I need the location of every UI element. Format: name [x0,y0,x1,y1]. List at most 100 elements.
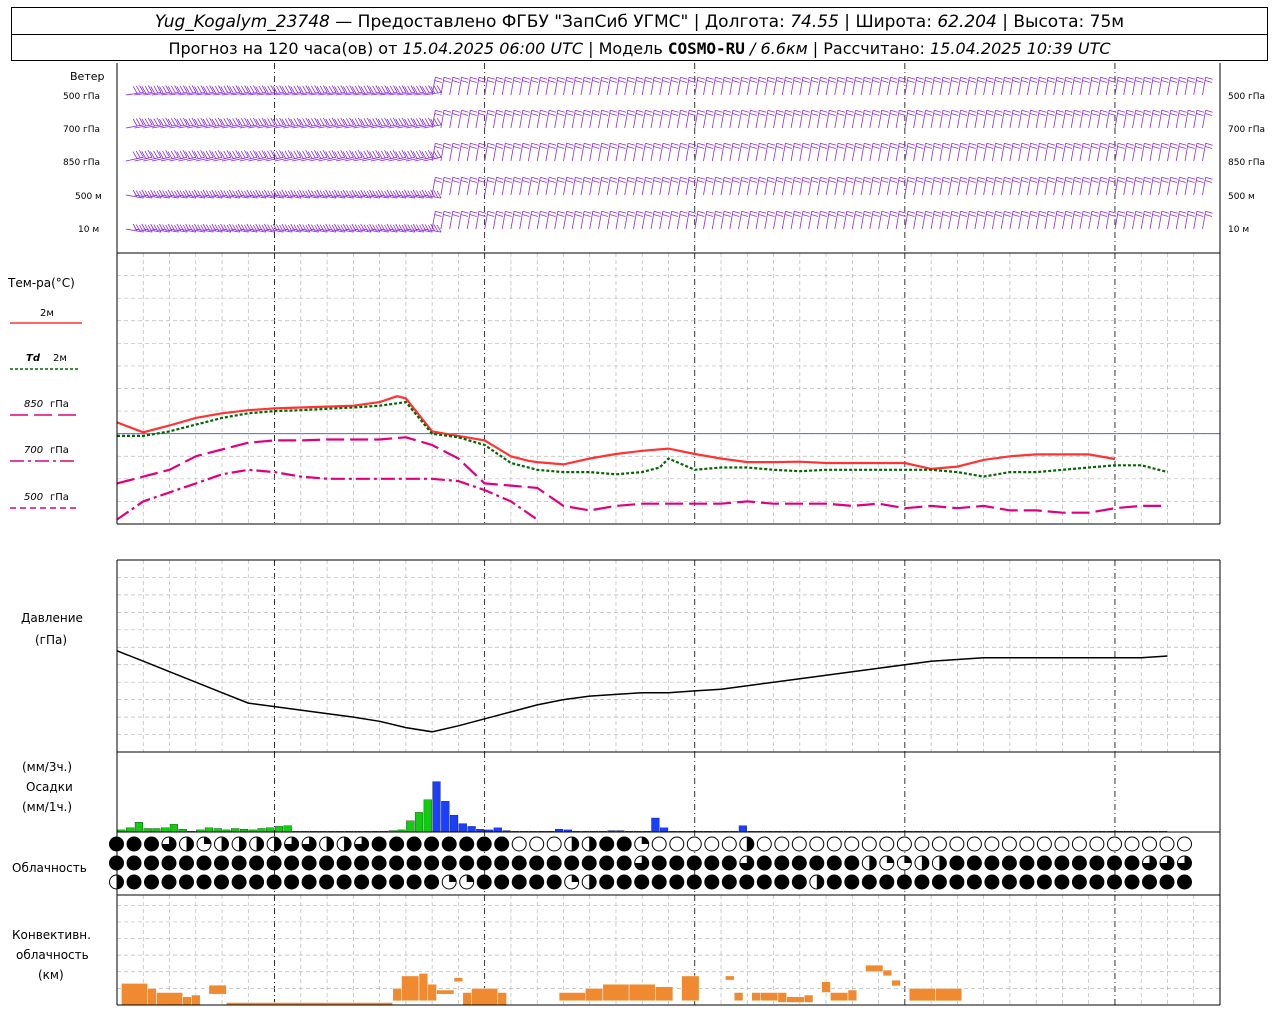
wind-barb [851,176,863,196]
cloud-fill-partial [634,856,649,871]
wind-barb [405,223,424,233]
wind-barb [563,109,574,129]
legend-500-unit: гПа [50,492,69,503]
cloud-fill [774,875,789,889]
wind-barb [1175,176,1187,196]
pressure-unit: (гПа) [35,633,67,647]
wind-barb [799,142,811,162]
wind-barb [983,109,994,129]
wind-barb [169,117,188,129]
cloud-circle [651,836,667,852]
wind-barb [204,189,223,199]
cloud-fill [1177,875,1192,889]
wind-barb [764,176,776,196]
cloud-circle [669,836,685,852]
wind-barb [1105,176,1117,196]
wind-barb [685,176,697,196]
wind-level-850hpa: 850 гПа [63,158,100,168]
wind-barb [974,210,986,230]
cloud-fill [494,875,509,889]
cloud-circle [1019,836,1035,852]
wind-barb [606,109,618,129]
wind-barb [1009,210,1021,230]
wind-barb [151,189,171,199]
grid-layer [116,63,1221,1005]
cloud-fill [372,856,387,870]
wind-barb [895,210,907,230]
cloud-circle [1036,836,1052,852]
wind-barb [869,142,881,162]
wind-barb [484,176,495,196]
wind-barb [501,142,513,162]
wind-barb [904,210,916,230]
cloud-circle [1107,836,1122,852]
wind-barb [694,109,706,129]
wind-barb [1070,176,1082,196]
wind-barb [309,150,328,162]
wind-barb [930,109,942,129]
wind-barb [606,76,618,96]
cloud-fill [897,875,912,889]
wind-barb [204,85,223,96]
wind-barb [922,109,933,129]
cloud-circle [861,836,877,852]
wind-barb [1062,109,1073,129]
wind-barb [633,142,644,162]
wind-barb [851,210,863,230]
wind-barb [300,150,319,162]
wind-barb [1149,76,1161,96]
cloud-fill-partial [239,837,247,852]
cloud-fill-partial [816,875,824,889]
convective-bar [628,983,656,1002]
wind-barb [808,109,819,129]
wind-barb [125,117,144,129]
wind-barb [659,210,671,230]
wind-barb [965,210,977,230]
wind-barb [711,210,723,230]
precip-bar [441,801,450,833]
altitude-label: Высота: [1013,12,1085,32]
cloud-fill [967,875,982,889]
wind-barb [292,189,311,199]
wind-barb [615,109,627,129]
convective-bar [733,992,744,1002]
cloud-fill [722,875,737,889]
precip-unit-1h: (мм/1ч.) [22,800,72,814]
cloud-fill [652,875,667,889]
wind-barb [213,85,232,96]
wind-barb [257,223,276,233]
wind-barb [466,142,478,162]
wind-barb [598,210,609,230]
wind-barb [1193,76,1205,96]
wind-barb [186,85,206,96]
wind-barb [1105,109,1117,129]
cloud-cover-layer [109,836,1192,890]
wind-barb [195,189,214,199]
wind-barb [851,142,863,162]
wind-barb [1000,142,1012,162]
cloud-fill [354,856,369,870]
wind-barb [1193,210,1205,230]
wind-barb [362,85,381,96]
wind-barb [615,142,627,162]
wind-barb [353,85,372,96]
wind-barb [388,150,407,162]
wind-barb [668,76,679,96]
convective-bar [777,992,787,1003]
wind-barb [1088,76,1099,96]
wind-barb [755,176,767,196]
convective-layer [121,964,963,1006]
wind-barb [414,117,433,129]
wind-barb [1035,210,1047,230]
wind-barb [992,142,1003,162]
wind-barb [650,109,662,129]
wind-barb [746,142,758,162]
wind-level-10m-right: 10 м [1228,225,1249,235]
wind-barb [1009,76,1021,96]
cloud-fill [424,837,439,851]
wind-barb [125,150,144,162]
cloud-fill [162,875,176,889]
wind-barb [781,176,793,196]
wind-barb [755,210,767,230]
wind-barb [598,109,609,129]
